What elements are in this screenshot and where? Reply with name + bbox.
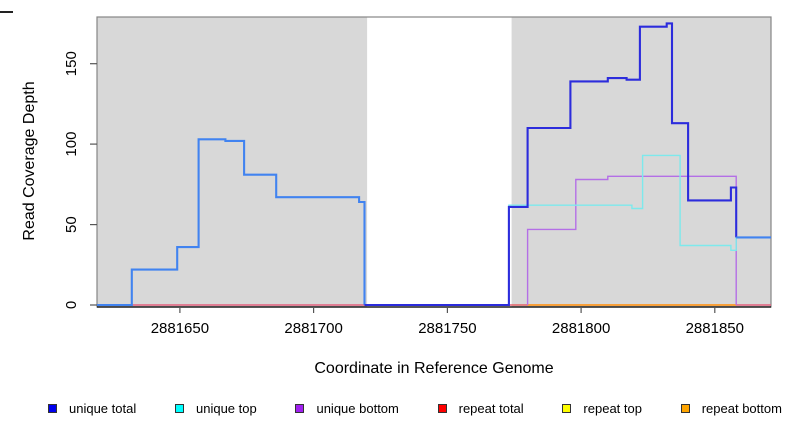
legend-item-unique-bottom: unique bottom [295, 401, 399, 416]
legend-item-repeat-top: repeat top [562, 401, 642, 416]
y-tick-label: 150 [63, 51, 80, 76]
series-unique-total [97, 138, 366, 307]
series-unique-top [508, 154, 771, 305]
x-tick-label: 2881800 [552, 320, 610, 337]
chart-canvas: 2881650 2881700 2881750 2881800 2881850 0 50 10… [63, 16, 772, 337]
y-tick-label: 100 [63, 132, 80, 157]
repeat-total-swatch-icon [437, 404, 447, 413]
unique-top-swatch-icon [174, 404, 184, 413]
repeat-top-swatch-icon [562, 404, 572, 413]
x-tick-label: 2881750 [418, 320, 476, 337]
legend-label: unique top [195, 401, 257, 416]
x-tick-label: 2881650 [151, 320, 209, 337]
legend-label: repeat total [458, 401, 524, 416]
legend-item-repeat-bottom: repeat bottom [680, 401, 782, 416]
unique-total-swatch-icon [48, 404, 57, 413]
y-tick-label: 50 [63, 216, 80, 233]
legend-label: unique bottom [316, 401, 399, 416]
unique-bottom-swatch-icon [295, 404, 305, 413]
legend-label: unique total [69, 401, 137, 416]
y-axis-title: Read Coverage Depth [21, 81, 38, 241]
x-tick-label: 2881700 [284, 320, 342, 337]
legend-label: repeat top [583, 401, 642, 416]
legend-label: repeat bottom [701, 401, 782, 416]
x-axis-title: Coordinate in Reference Genome [314, 360, 554, 377]
legend-item-unique-total: unique total [48, 401, 136, 416]
repeat-bottom-swatch-icon [680, 404, 690, 413]
x-tick-label: 2881850 [686, 320, 744, 337]
series-unique-bottom [526, 175, 737, 305]
y-tick-label: 0 [63, 301, 80, 309]
series-unique-total [364, 22, 738, 307]
legend-item-repeat-total: repeat total [437, 401, 524, 416]
top-left-stray-mark [0, 11, 13, 13]
shaded-region [511, 17, 771, 307]
legend-item-unique-top: unique top [174, 401, 257, 416]
legend: unique total unique top unique bottom re… [48, 401, 782, 416]
shaded-region [97, 17, 368, 307]
